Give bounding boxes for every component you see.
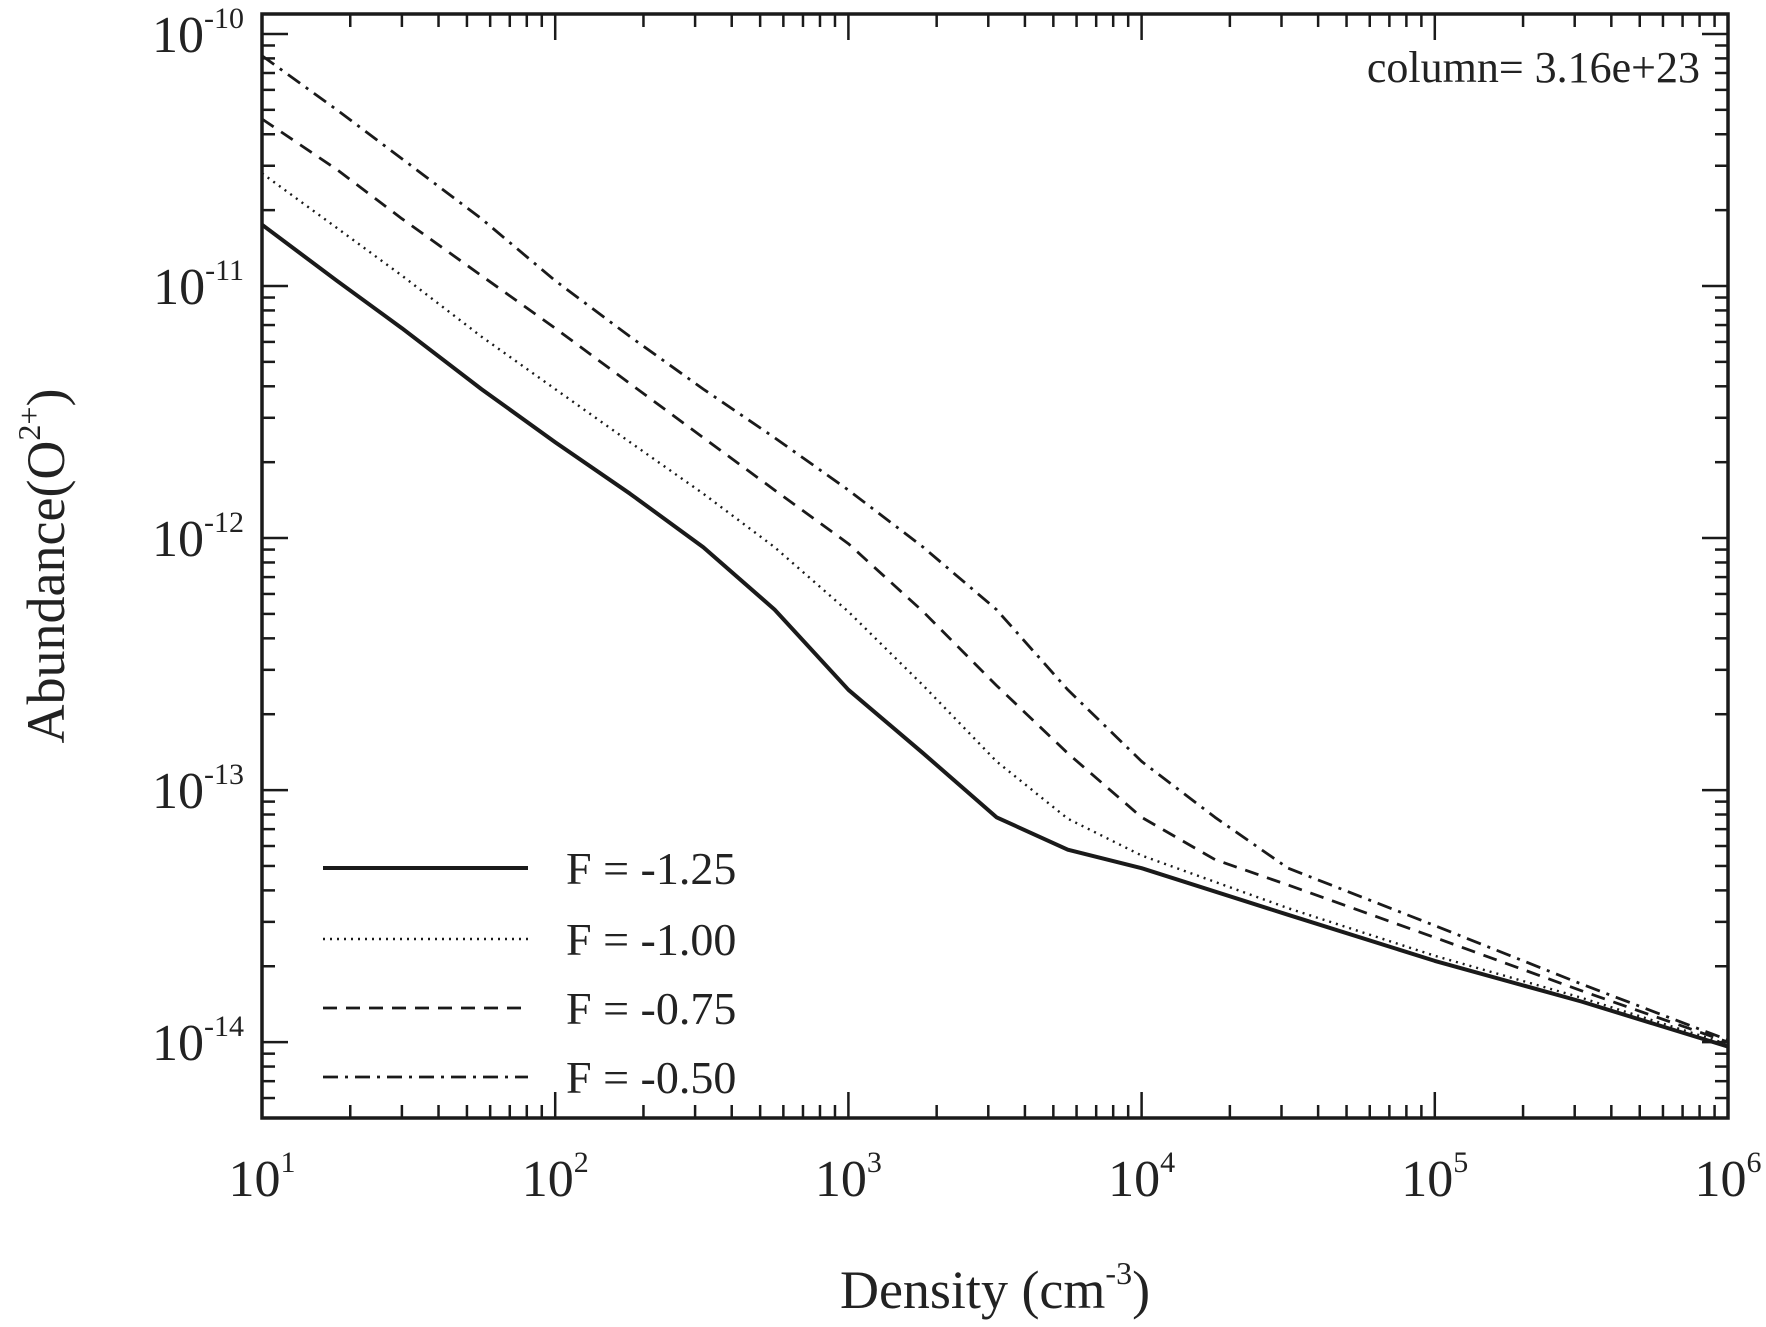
legend-label-2: F = -1.00 [566,914,736,965]
y-tick-label: 10-12 [152,506,244,568]
y-axis-title-close: ) [16,389,76,407]
x-axis-title: Density (cm-3) [840,1255,1150,1320]
legend-label-4: F = -0.50 [566,1052,736,1103]
y-axis-title: Abundance(O2+) [11,389,76,744]
series-line-4 [261,54,1729,1042]
x-tick-label: 102 [522,1146,589,1208]
annotation-column: column= 3.16e+23 [1367,43,1700,92]
legend-label-1: F = -1.25 [566,843,736,894]
y-axis-title-text: Abundance(O [16,441,76,744]
y-tick-label: 10-10 [152,2,244,64]
x-axis-title-sup: -3 [1105,1255,1132,1291]
plot-frame [260,12,1730,1120]
y-tick-labels: 10-14 10-13 10-12 10-11 10-10 [152,2,244,1072]
x-axis-title-close: ) [1132,1260,1150,1320]
legend: F = -1.25 F = -1.00 F = -0.75 F = -0.50 [323,843,736,1103]
x-tick-label: 103 [815,1146,882,1208]
x-tick-labels: 101 102 103 104 105 106 [229,1146,1762,1208]
series-line-3 [261,117,1729,1044]
x-axis-title-text: Density (cm [840,1260,1105,1320]
x-tick-label: 101 [229,1146,296,1208]
x-tick-label: 104 [1108,1146,1175,1208]
axis-ticks [260,14,1730,1120]
series-line-2 [261,172,1729,1046]
x-tick-label: 105 [1401,1146,1468,1208]
series-line-1 [260,223,1729,1049]
legend-label-3: F = -0.75 [566,983,736,1034]
y-axis-title-sup: 2+ [11,407,47,441]
y-tick-label: 10-14 [152,1010,244,1072]
x-tick-label: 106 [1695,1146,1762,1208]
y-tick-label: 10-13 [152,758,244,820]
y-tick-label: 10-11 [153,254,244,316]
series-lines [260,54,1729,1049]
